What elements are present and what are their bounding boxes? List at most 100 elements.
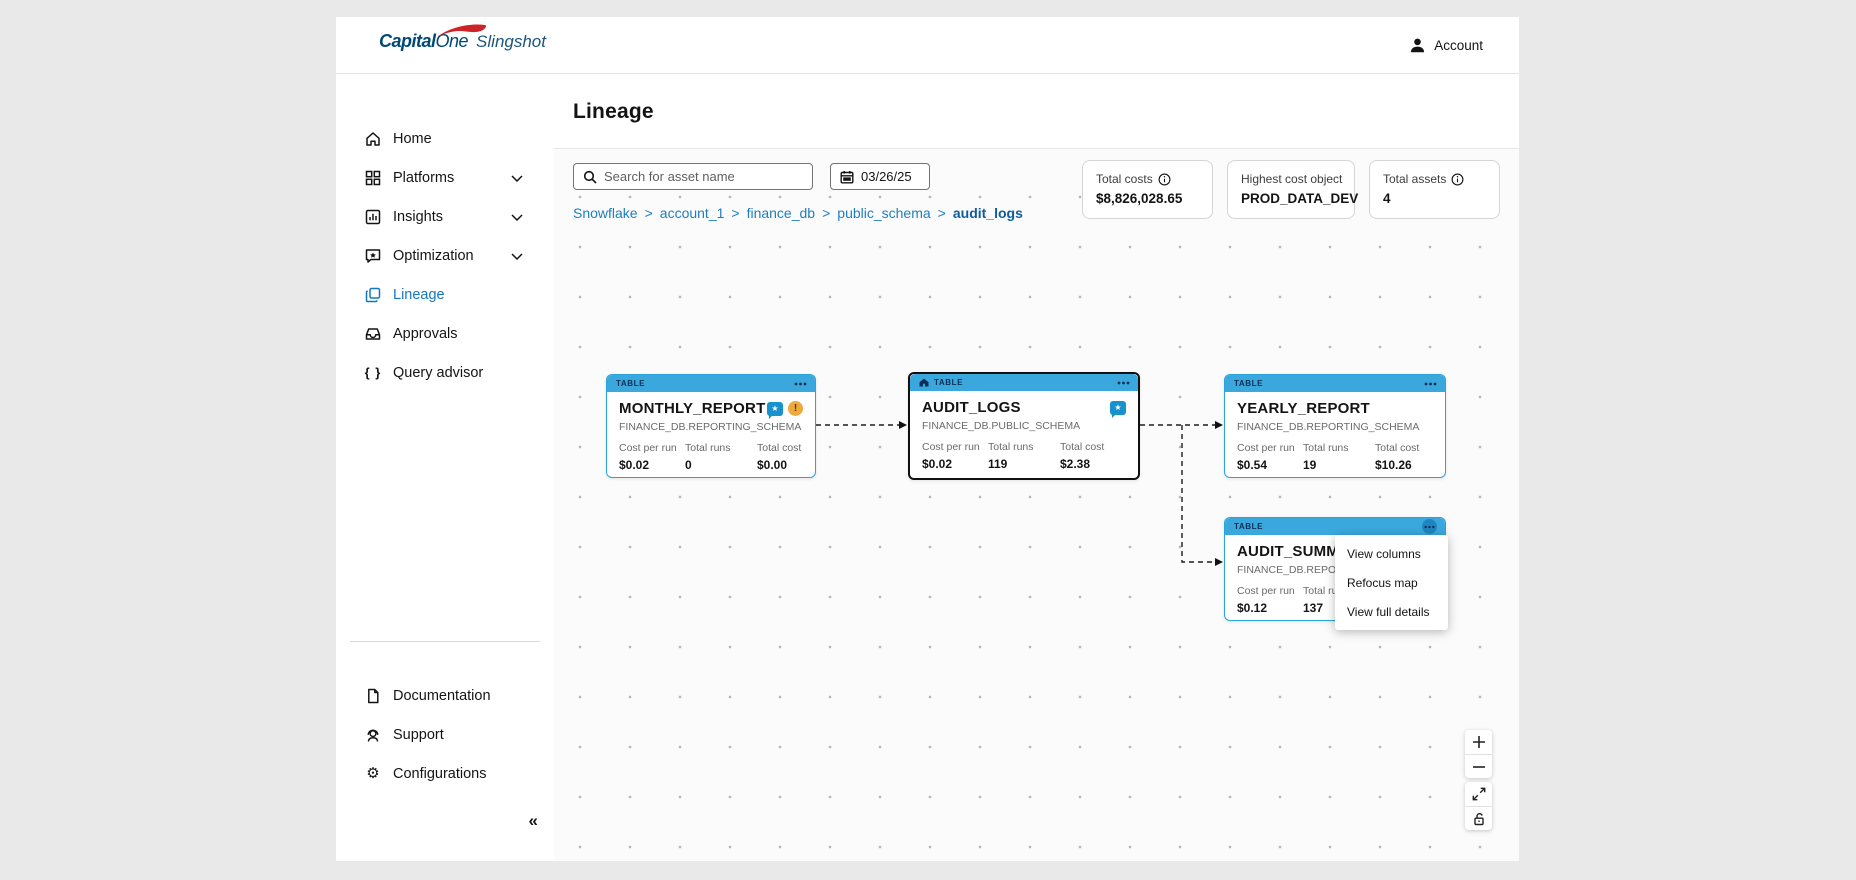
capital-one-slingshot-logo: Capital One Slingshot: [379, 24, 546, 61]
node-stat-label: Cost per run: [922, 441, 980, 453]
node-stat-label: Cost per run: [1237, 442, 1295, 454]
sidebar-item-label: Lineage: [393, 286, 445, 303]
ellipsis-icon: [1424, 525, 1435, 528]
node-context-menu: View columns Refocus map View full detai…: [1335, 535, 1448, 630]
breadcrumb-link[interactable]: public_schema: [837, 205, 931, 221]
comment-badge-icon[interactable]: ★: [767, 401, 783, 419]
breadcrumb-link[interactable]: finance_db: [746, 205, 816, 221]
stat-label: Highest cost object: [1241, 172, 1343, 186]
sidebar-item-support[interactable]: Support: [336, 715, 554, 754]
info-icon[interactable]: [1451, 173, 1464, 186]
stat-label: Total costs: [1096, 172, 1153, 186]
logo-capital-text: Capital: [379, 31, 436, 51]
unlock-button[interactable]: [1465, 806, 1492, 830]
node-schema: FINANCE_DB.REPORTING_SCHEMA: [619, 421, 802, 433]
chevron-down-icon[interactable]: [511, 208, 523, 226]
layers-icon: [364, 286, 382, 304]
date-value: 03/26/25: [861, 169, 912, 184]
menu-item-view-full-details[interactable]: View full details: [1347, 604, 1430, 619]
stat-value: 4: [1383, 191, 1391, 206]
lineage-canvas[interactable]: 03/26/25 Snowflake > account_1 > finance…: [554, 149, 1519, 861]
node-header: TABLE: [1225, 518, 1445, 535]
lineage-edges: [816, 421, 1223, 566]
node-stat-value: 19: [1303, 458, 1317, 472]
asset-search: [573, 163, 813, 190]
zoom-out-button[interactable]: [1465, 754, 1492, 778]
breadcrumb-link[interactable]: account_1: [659, 205, 725, 221]
node-type-label: TABLE: [1234, 379, 1264, 388]
menu-item-view-columns[interactable]: View columns: [1347, 546, 1421, 561]
fit-view-button[interactable]: [1465, 782, 1492, 806]
node-title: MONTHLY_REPORT: [619, 400, 766, 417]
sidebar-item-label: Query advisor: [393, 364, 484, 381]
sidebar-item-optimization[interactable]: Optimization: [336, 236, 554, 275]
warning-badge-icon[interactable]: !: [788, 401, 803, 416]
breadcrumb-separator: >: [731, 205, 740, 221]
node-stat-value: $0.00: [757, 458, 788, 472]
sidebar-item-home[interactable]: Home: [336, 119, 554, 158]
gear-icon: ⚙: [366, 764, 380, 782]
calendar-icon: [840, 170, 854, 184]
node-header: TABLE: [607, 375, 815, 392]
node-menu-button[interactable]: [1424, 382, 1437, 386]
top-bar: Capital One Slingshot Account: [336, 17, 1519, 74]
node-menu-button[interactable]: [1117, 381, 1130, 385]
node-stat-label: Total cost: [1060, 441, 1105, 453]
app-window: Capital One Slingshot Account Home: [336, 17, 1519, 861]
chevron-down-icon[interactable]: [511, 247, 523, 265]
sidebar-item-documentation[interactable]: Documentation: [336, 676, 554, 715]
comment-badge-icon[interactable]: ★: [1110, 400, 1126, 418]
breadcrumb-current: audit_logs: [952, 205, 1023, 221]
logo-slingshot-text: Slingshot: [476, 32, 546, 51]
sidebar-item-label: Configurations: [393, 765, 487, 782]
zoom-controls: [1465, 730, 1492, 778]
lineage-node-yearly-report[interactable]: TABLE YEARLY_REPORT FINANCE_DB.REPORTING…: [1224, 374, 1446, 478]
search-icon: [583, 170, 597, 184]
search-input[interactable]: [604, 169, 799, 184]
stat-value: PROD_DATA_DEV: [1241, 191, 1359, 206]
lineage-node-monthly-report[interactable]: TABLE MONTHLY_REPORT ★ ! FINANCE_DB.REPO…: [606, 374, 816, 478]
node-schema: FINANCE_DB.REPORTING_SCHEMA: [1237, 421, 1420, 433]
node-stat-label: Cost per run: [619, 442, 677, 454]
sidebar-item-query-advisor[interactable]: { } Query advisor: [336, 353, 554, 392]
sidebar-item-label: Insights: [393, 208, 443, 225]
sidebar-item-platforms[interactable]: Platforms: [336, 158, 554, 197]
stat-label: Total assets: [1383, 172, 1447, 186]
collapse-sidebar-button[interactable]: «: [528, 811, 539, 830]
sidebar-item-lineage[interactable]: Lineage: [336, 275, 554, 314]
sidebar-item-approvals[interactable]: Approvals: [336, 314, 554, 353]
info-icon[interactable]: [1158, 173, 1171, 186]
node-stat-value: $0.54: [1237, 458, 1268, 472]
node-title: YEARLY_REPORT: [1237, 400, 1370, 417]
sidebar-item-label: Support: [393, 726, 444, 743]
node-stat-value: 137: [1303, 601, 1324, 615]
node-stat-value: $0.02: [619, 458, 650, 472]
node-type-label: TABLE: [616, 379, 646, 388]
node-menu-button-active[interactable]: [1422, 519, 1437, 534]
node-type-label: TABLE: [1234, 522, 1264, 531]
chevron-down-icon[interactable]: [511, 169, 523, 187]
breadcrumb-link[interactable]: Snowflake: [573, 205, 638, 221]
unlock-icon: [1473, 812, 1484, 825]
zoom-in-button[interactable]: [1465, 730, 1492, 754]
node-menu-button[interactable]: [794, 382, 807, 386]
home-icon: [364, 130, 382, 148]
sidebar-item-configurations[interactable]: ⚙ Configurations: [336, 754, 554, 793]
stat-card-highest-cost-object: Highest cost object PROD_DATA_DEV: [1227, 160, 1359, 219]
stat-card-total-costs: Total costs $8,826,028.65: [1082, 160, 1213, 219]
page-header: Lineage: [554, 75, 1519, 149]
menu-item-refocus-map[interactable]: Refocus map: [1347, 575, 1418, 590]
sidebar-item-label: Home: [393, 130, 432, 147]
node-stat-value: 119: [988, 457, 1008, 471]
node-stat-value: 0: [685, 458, 692, 472]
lineage-node-audit-logs[interactable]: TABLE AUDIT_LOGS ★ FINANCE_DB.PUBLIC_SCH…: [908, 372, 1140, 480]
date-picker[interactable]: 03/26/25: [830, 163, 930, 190]
logo-one-text: One: [435, 31, 469, 51]
node-title: AUDIT_LOGS: [922, 399, 1021, 416]
node-stat-value: $10.26: [1375, 458, 1412, 472]
account-menu[interactable]: Account: [1409, 17, 1483, 74]
sidebar-item-insights[interactable]: Insights: [336, 197, 554, 236]
node-stat-label: Total cost: [757, 442, 802, 454]
node-stat-value: $2.38: [1060, 457, 1091, 471]
account-label: Account: [1434, 38, 1483, 53]
